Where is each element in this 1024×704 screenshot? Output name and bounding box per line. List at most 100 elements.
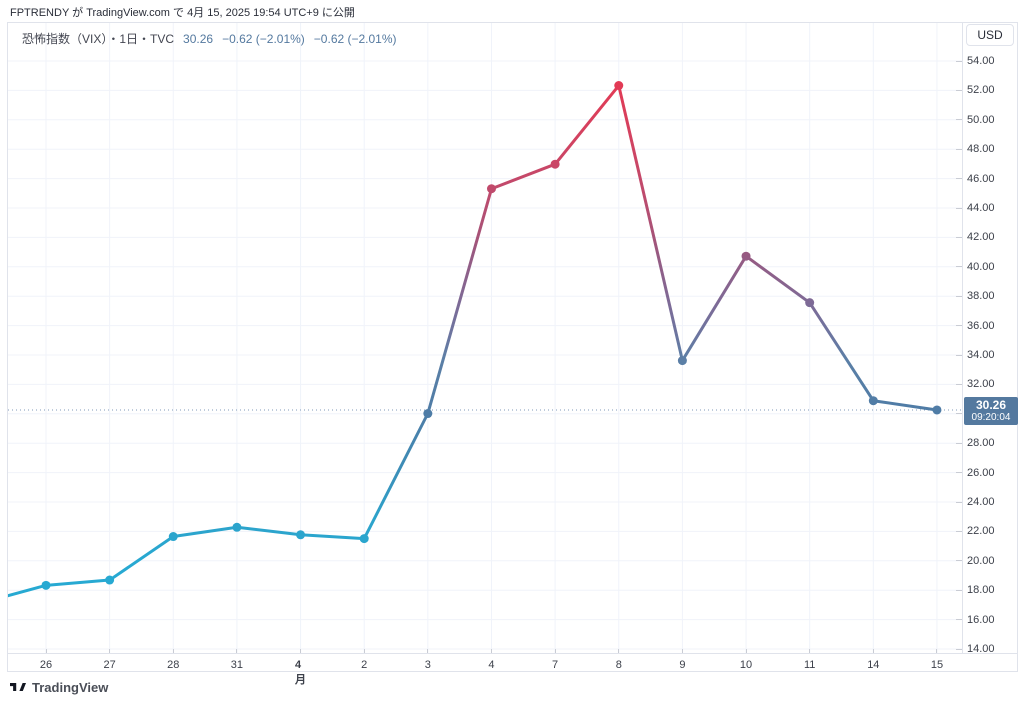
price-tick	[956, 649, 962, 650]
data-point-marker	[423, 409, 433, 419]
data-point-marker	[550, 159, 560, 169]
price-tick-label: 48.00	[967, 143, 995, 156]
time-tick-label: 11	[803, 659, 816, 671]
price-tick	[956, 560, 962, 561]
price-tick	[956, 325, 962, 326]
time-tick	[936, 649, 937, 653]
time-tick-label: 31	[230, 659, 244, 671]
price-tick	[956, 237, 962, 238]
price-tick-label: 20.00	[967, 554, 995, 567]
price-tick	[956, 413, 962, 414]
price-tick	[956, 443, 962, 444]
price-tick-label: 38.00	[967, 290, 995, 303]
attribution-text: FPTRENDY が TradingView.com で 4月 15, 2025…	[10, 7, 355, 19]
price-tick-label: 18.00	[967, 584, 995, 597]
price-tick-label: 16.00	[967, 613, 995, 626]
price-tick-label: 46.00	[967, 172, 995, 185]
price-tick-label: 14.00	[967, 643, 995, 655]
time-tick-label: 15	[930, 659, 944, 671]
data-point-marker	[296, 530, 306, 540]
data-point-marker	[932, 405, 942, 415]
price-tick-label: 26.00	[967, 466, 995, 479]
data-point-marker	[41, 580, 51, 590]
last-price-value: 30.26	[975, 397, 1007, 412]
price-tick-label: 52.00	[967, 84, 995, 97]
data-point-marker	[805, 298, 815, 308]
time-tick-label: 4月	[295, 659, 307, 686]
legend-change-extended: −0.62 (−2.01%)	[313, 31, 397, 46]
price-tick-label: 42.00	[967, 231, 995, 244]
price-tick	[956, 355, 962, 356]
time-tick	[109, 649, 110, 653]
time-tick	[746, 649, 747, 653]
vix-line-chart-canvas[interactable]	[8, 23, 962, 653]
vix-series-line	[8, 84, 939, 598]
time-tick	[873, 649, 874, 653]
time-tick	[809, 649, 810, 653]
tradingview-logo-icon	[10, 683, 26, 692]
symbol-title: 恐怖指数（VIX）・1日・TVC	[22, 32, 175, 46]
time-tick-label: 26	[39, 659, 53, 671]
price-tick-label: 36.00	[967, 319, 995, 332]
data-point-marker	[359, 534, 369, 544]
price-tick	[956, 502, 962, 503]
time-tick	[46, 649, 47, 653]
time-tick	[491, 649, 492, 653]
data-point-marker	[486, 184, 496, 194]
price-tick-label: 28.00	[967, 437, 995, 450]
tradingview-brand-text: TradingView	[32, 680, 109, 695]
data-point-marker	[868, 396, 878, 406]
time-tick	[364, 649, 365, 653]
price-tick	[956, 266, 962, 267]
last-price-label: 30.26 09:20:04	[964, 396, 1018, 425]
time-tick	[236, 649, 237, 653]
price-tick	[956, 384, 962, 385]
chart-legend: 恐怖指数（VIX）・1日・TVC 30.26 −0.62 (−2.01%) −0…	[22, 30, 397, 47]
price-tick-label: 24.00	[967, 496, 995, 508]
data-point-marker	[105, 575, 115, 585]
time-axis-separator	[8, 653, 1017, 654]
price-tick	[956, 90, 962, 91]
price-tick	[956, 61, 962, 62]
time-tick	[173, 649, 174, 653]
price-tick-label: 22.00	[967, 525, 995, 538]
time-tick-label: 4	[488, 659, 495, 671]
price-tick	[956, 531, 962, 532]
time-tick	[555, 649, 556, 653]
price-scale-separator	[962, 23, 963, 653]
time-tick	[427, 649, 428, 653]
price-tick	[956, 296, 962, 297]
price-tick	[956, 208, 962, 209]
data-point-marker	[677, 356, 687, 366]
time-tick-label: 28	[167, 659, 180, 671]
price-tick	[956, 149, 962, 150]
time-tick-label: 9	[679, 659, 686, 671]
time-tick-label: 10	[739, 659, 753, 671]
legend-last-price: 30.26	[183, 31, 214, 46]
tradingview-footer-link[interactable]: TradingView	[10, 680, 108, 695]
price-tick	[956, 472, 962, 473]
bar-close-countdown: 09:20:04	[971, 412, 1011, 424]
time-tick-label: 14	[867, 659, 880, 671]
data-point-marker	[168, 532, 178, 542]
price-tick-label: 40.00	[967, 260, 995, 273]
data-point-marker	[232, 522, 242, 532]
time-tick	[300, 649, 301, 653]
time-tick-label: 8	[615, 659, 622, 671]
chart-frame: 恐怖指数（VIX）・1日・TVC 30.26 −0.62 (−2.01%) −0…	[7, 22, 1018, 686]
price-tick-label: 34.00	[967, 349, 995, 361]
price-tick-label: 32.00	[967, 378, 995, 391]
price-tick-label: 54.00	[967, 55, 995, 67]
time-tick	[682, 649, 683, 653]
price-tick	[956, 619, 962, 620]
currency-toggle-button[interactable]: USD	[966, 24, 1014, 46]
price-tick	[956, 590, 962, 591]
price-tick-label: 44.00	[967, 202, 995, 214]
time-tick	[618, 649, 619, 653]
price-tick	[956, 178, 962, 179]
price-tick	[956, 119, 962, 120]
time-tick-label: 2	[361, 659, 368, 671]
price-tick-label: 50.00	[967, 113, 995, 126]
time-tick-label: 27	[103, 659, 116, 671]
data-point-marker	[741, 251, 751, 261]
